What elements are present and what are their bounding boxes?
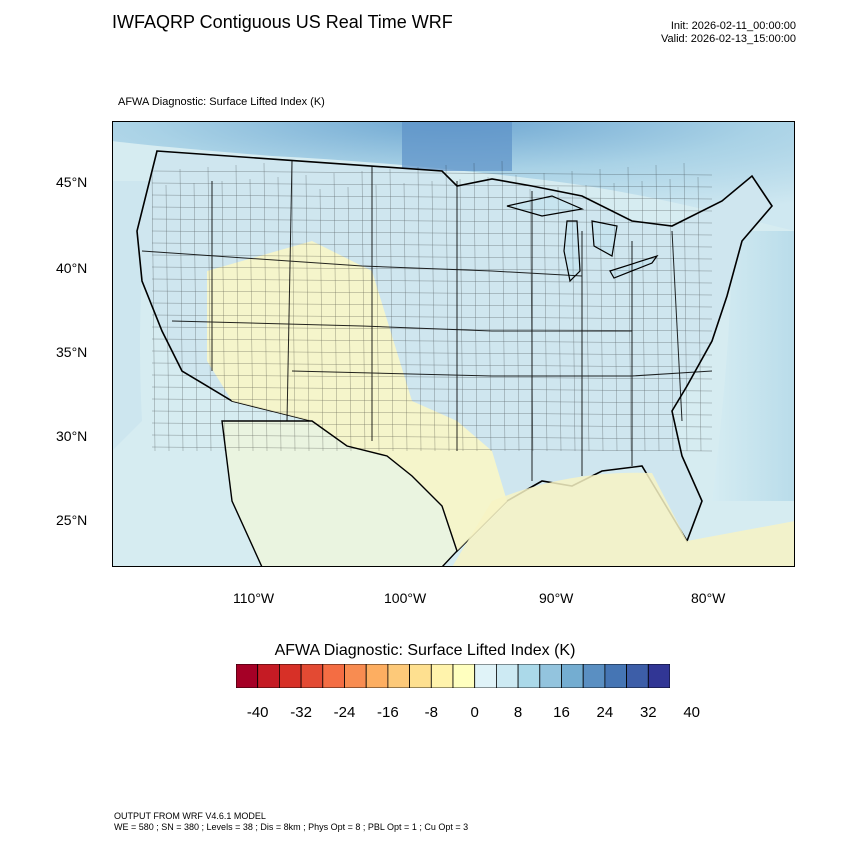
init-time: Init: 2026-02-11_00:00:00 <box>670 20 796 32</box>
lake-huron <box>591 220 618 257</box>
colorbar-swatch <box>582 664 606 688</box>
map-border <box>112 121 795 567</box>
lat-label-25: 25°N <box>56 512 88 528</box>
colorbar-tick-label: -16 <box>377 704 399 721</box>
colorbar-tick-label: -32 <box>290 704 312 721</box>
colorbar-swatch <box>257 664 280 688</box>
southwest-yellow-region <box>207 241 507 551</box>
colorbar-swatch <box>430 664 454 688</box>
colorbar <box>236 664 670 688</box>
mexico-land <box>221 420 458 567</box>
lat-label-45: 45°N <box>56 174 88 190</box>
lake-erie <box>609 254 659 279</box>
colorbar-swatch <box>647 664 670 688</box>
colorbar-swatch <box>474 664 497 688</box>
lon-label-90w: 90°W <box>539 590 574 606</box>
colorbar-swatch <box>517 664 541 688</box>
colorbar-tick-label: 32 <box>639 704 657 721</box>
colorbar-tick-label: 16 <box>553 704 570 721</box>
canada-region <box>112 121 795 231</box>
lat-label-40: 40°N <box>56 260 88 276</box>
colorbar-swatch <box>387 664 410 688</box>
colorbar-swatch <box>344 664 367 688</box>
colorbar-tick-label: 8 <box>513 704 523 721</box>
valid-time: Valid: 2026-02-13_15:00:00 <box>661 33 796 45</box>
colorbar-tick-label: -8 <box>424 704 438 721</box>
colorbar-title: AFWA Diagnostic: Surface Lifted Index (K… <box>274 642 576 659</box>
lat-label-35: 35°N <box>56 344 88 360</box>
colorbar-tick-label: 0 <box>470 704 479 721</box>
colorbar-swatch <box>236 664 259 688</box>
colorbar-swatch <box>604 664 627 688</box>
colorbar-swatch <box>300 664 324 688</box>
lon-label-110w: 110°W <box>233 590 275 606</box>
map-panel <box>112 121 795 567</box>
colorbar-swatch <box>279 664 302 688</box>
init-valid-times: Init: 2026-02-11_00:00:00 Valid: 2026-02… <box>661 20 796 46</box>
model-footer: OUTPUT FROM WRF V4.6.1 MODEL WE = 580 ; … <box>114 811 468 833</box>
colorbar-tick-label: -40 <box>246 704 269 721</box>
lon-label-80w: 80°W <box>691 590 726 606</box>
lat-label-30: 30°N <box>56 428 88 444</box>
colorbar-tick-label: 40 <box>683 704 701 721</box>
colorbar-swatch <box>452 664 476 688</box>
colorbar-tick-label: -24 <box>333 704 356 721</box>
lon-label-100w: 100°W <box>384 590 427 606</box>
hudson-deep-blue <box>402 121 512 171</box>
colorbar-swatch <box>495 664 519 688</box>
county-lines <box>151 160 713 452</box>
footer-line-2: WE = 580 ; SN = 380 ; Levels = 38 ; Dis … <box>114 822 469 832</box>
colorbar-swatch <box>365 664 389 688</box>
page-title: IWFAQRP Contiguous US Real Time WRF <box>112 12 453 32</box>
colorbar-swatch <box>409 664 432 688</box>
colorbar-tick-label: 24 <box>596 704 614 721</box>
atlantic-region <box>712 231 795 501</box>
gulf-yellow-region <box>452 472 795 567</box>
colorbar-swatch <box>561 664 584 688</box>
colorbar-swatch <box>322 664 345 688</box>
field-label: AFWA Diagnostic: Surface Lifted Index (K… <box>118 96 325 108</box>
footer-line-1: OUTPUT FROM WRF V4.6.1 MODEL <box>114 811 266 821</box>
colorbar-swatch <box>626 664 649 688</box>
colorbar-labels: -40 -32 -24 -16 -8 0 8 16 24 32 40 <box>0 704 850 724</box>
colorbar-swatch <box>539 664 562 688</box>
